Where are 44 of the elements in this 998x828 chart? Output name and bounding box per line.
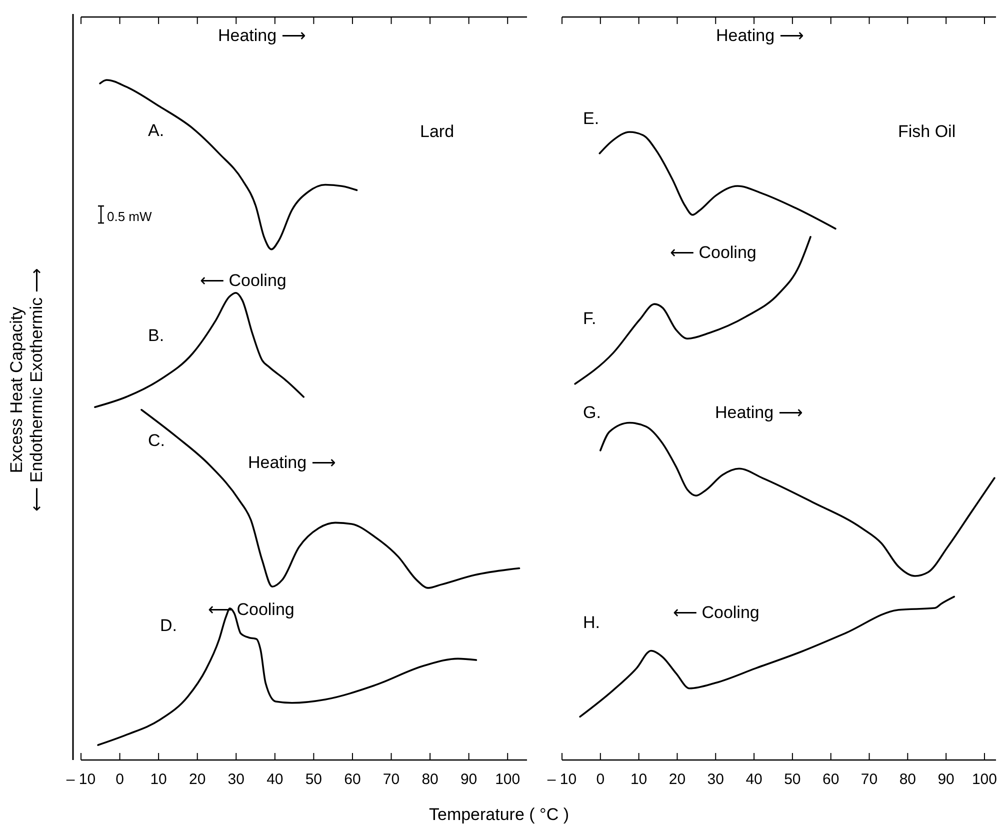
annotation: Lard [420, 122, 454, 141]
x-tick-label: – 10 [547, 771, 577, 788]
x-tick-label: 20 [189, 771, 206, 788]
series-label: E. [583, 109, 600, 128]
x-tick-label: 0 [596, 771, 605, 788]
x-tick-label: 50 [305, 771, 322, 788]
series-label: C. [148, 431, 165, 450]
x-tick-label: 80 [422, 771, 438, 788]
x-tick-label: 30 [228, 771, 244, 788]
x-tick-label: 90 [938, 771, 954, 788]
x-tick-label: 0 [116, 771, 124, 788]
annotation: Fish Oil [898, 122, 956, 141]
series-label: B. [148, 326, 164, 345]
x-tick-label: 70 [382, 771, 400, 788]
text: Heating ⟶ [218, 26, 306, 45]
x-tick-label: – 10 [66, 771, 96, 788]
annotation: Heating ⟶ [715, 403, 802, 422]
x-tick-label: 20 [668, 771, 686, 788]
annotation: 0.5 mW [107, 209, 153, 224]
x-tick-label: 60 [344, 771, 361, 788]
x-tick-label: 100 [495, 771, 520, 788]
text: D. [160, 616, 177, 635]
x-tick-label: 90 [460, 771, 478, 788]
x-tick-label: 10 [150, 771, 167, 788]
y-axis-title: Excess Heat Capacity ⟵ Endothermic Exothermic ⟶ [7, 268, 46, 512]
x-tick-label: 60 [822, 771, 840, 788]
text: H. [583, 613, 600, 632]
annotation: Heating ⟶ [248, 453, 336, 472]
x-tick-label: 70 [860, 771, 878, 788]
annotation: ⟵ Cooling [200, 271, 286, 290]
annotation: ⟵ Cooling [673, 603, 760, 622]
series-label: G. [583, 403, 601, 422]
x-tick-label: 100 [972, 771, 997, 788]
text: Heating ⟶ [716, 26, 804, 45]
x-tick-label: 40 [266, 771, 284, 788]
x-tick-label: 80 [899, 771, 916, 788]
annotation: ⟵ Cooling [670, 243, 756, 262]
x-tick-label: 50 [784, 771, 801, 788]
x-tick-label: 10 [630, 771, 648, 788]
x-axis-title: Temperature ( °C ) [428, 805, 570, 824]
series-label: A. [148, 121, 164, 140]
x-tick-label: 40 [746, 771, 762, 788]
series-label: F. [583, 309, 596, 328]
x-tick-label: 30 [707, 771, 724, 788]
